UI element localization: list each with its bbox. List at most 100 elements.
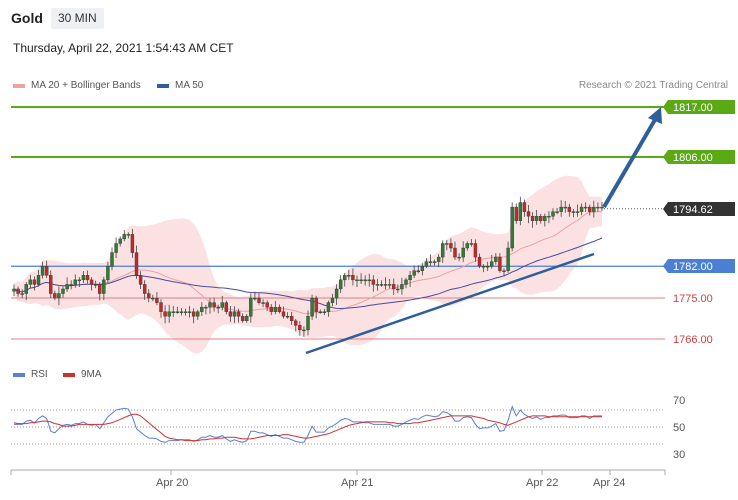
candle xyxy=(371,275,376,292)
candle xyxy=(522,199,527,217)
candle-body xyxy=(510,206,514,249)
forecast-arrow-shaft xyxy=(602,116,658,209)
candle xyxy=(138,271,143,289)
candle xyxy=(555,208,559,215)
candle-body xyxy=(77,279,82,282)
candle xyxy=(269,304,273,316)
candle xyxy=(118,236,122,247)
candle xyxy=(32,276,37,291)
candle-body xyxy=(326,302,331,312)
candle xyxy=(81,271,86,283)
candle xyxy=(77,277,82,288)
candle-body xyxy=(85,275,90,281)
candle-body xyxy=(416,270,420,272)
candle-body xyxy=(159,302,163,312)
candle xyxy=(187,306,192,318)
candle xyxy=(465,241,469,251)
candle-body xyxy=(551,211,555,217)
candle xyxy=(351,268,355,286)
candle-body xyxy=(473,243,478,258)
candle-body xyxy=(12,288,16,292)
candle xyxy=(592,200,596,218)
candle xyxy=(216,304,220,314)
candle xyxy=(208,298,212,314)
price-label-1806: 1806.00 xyxy=(663,150,735,164)
candle xyxy=(285,312,290,319)
candle xyxy=(326,300,331,317)
chart-header: Gold 30 MIN xyxy=(0,0,738,36)
candle xyxy=(494,253,498,265)
candle xyxy=(600,201,604,211)
candle xyxy=(596,202,600,212)
candle xyxy=(506,241,510,273)
timeframe-badge[interactable]: 30 MIN xyxy=(51,8,104,29)
price-label-1775: 1775.00 xyxy=(673,293,713,305)
candle-body xyxy=(102,279,106,294)
candle-body xyxy=(36,275,41,285)
candle xyxy=(457,253,461,262)
candle-body xyxy=(445,243,449,245)
candle-body xyxy=(522,202,527,212)
candle-body xyxy=(44,266,49,276)
candle-body xyxy=(216,306,220,309)
candle-body xyxy=(596,206,600,209)
candle-body xyxy=(379,284,384,286)
candle xyxy=(579,203,584,216)
candle-body xyxy=(147,293,151,299)
candle xyxy=(175,306,180,314)
candle xyxy=(449,238,453,252)
candle-body xyxy=(257,297,261,303)
legend-swatch-ma20 xyxy=(13,83,25,88)
candle-body xyxy=(432,261,437,263)
candle xyxy=(167,304,171,323)
candle-body xyxy=(277,306,282,312)
candle xyxy=(130,228,135,258)
candle-body xyxy=(236,311,241,317)
candle xyxy=(200,302,204,316)
candle-body xyxy=(441,243,445,258)
candle xyxy=(432,259,437,266)
candle xyxy=(347,269,351,280)
candle xyxy=(163,305,167,324)
candle xyxy=(355,275,359,287)
candle-body xyxy=(555,211,559,213)
candle xyxy=(400,277,404,295)
candle-body xyxy=(32,279,37,285)
candle-body xyxy=(539,215,543,221)
candle xyxy=(567,203,572,217)
legend-swatch-9ma xyxy=(63,372,75,377)
candle-body xyxy=(592,206,596,212)
candle xyxy=(318,309,322,314)
candle-body xyxy=(502,270,506,272)
candle xyxy=(261,299,265,308)
forecast-arrow-head xyxy=(648,107,662,124)
candle xyxy=(302,326,306,337)
candle xyxy=(69,280,73,290)
candle xyxy=(306,310,310,336)
uptrend-line xyxy=(305,252,595,355)
candle xyxy=(232,306,237,323)
candle-body xyxy=(436,256,441,262)
candle-body xyxy=(481,266,486,268)
candle xyxy=(526,204,531,224)
candle xyxy=(485,261,490,272)
candle xyxy=(436,254,441,268)
candle-body xyxy=(559,206,563,212)
candle-body xyxy=(138,275,143,285)
candle-body xyxy=(89,279,94,285)
candle xyxy=(375,279,380,291)
x-tick-apr21: Apr 21 xyxy=(341,477,373,489)
candle-body xyxy=(375,284,380,286)
candle-body xyxy=(65,284,69,290)
candle-body xyxy=(204,306,208,309)
candle xyxy=(265,300,269,311)
candle xyxy=(281,306,286,319)
price-label-1817-text: 1817.00 xyxy=(673,102,713,114)
candle-body xyxy=(465,243,469,249)
candle-body xyxy=(249,297,253,317)
candle-body xyxy=(485,266,490,268)
candle xyxy=(359,273,363,284)
price-label-1766: 1766.00 xyxy=(673,334,713,346)
candle-body xyxy=(171,311,175,313)
candle xyxy=(481,264,486,273)
